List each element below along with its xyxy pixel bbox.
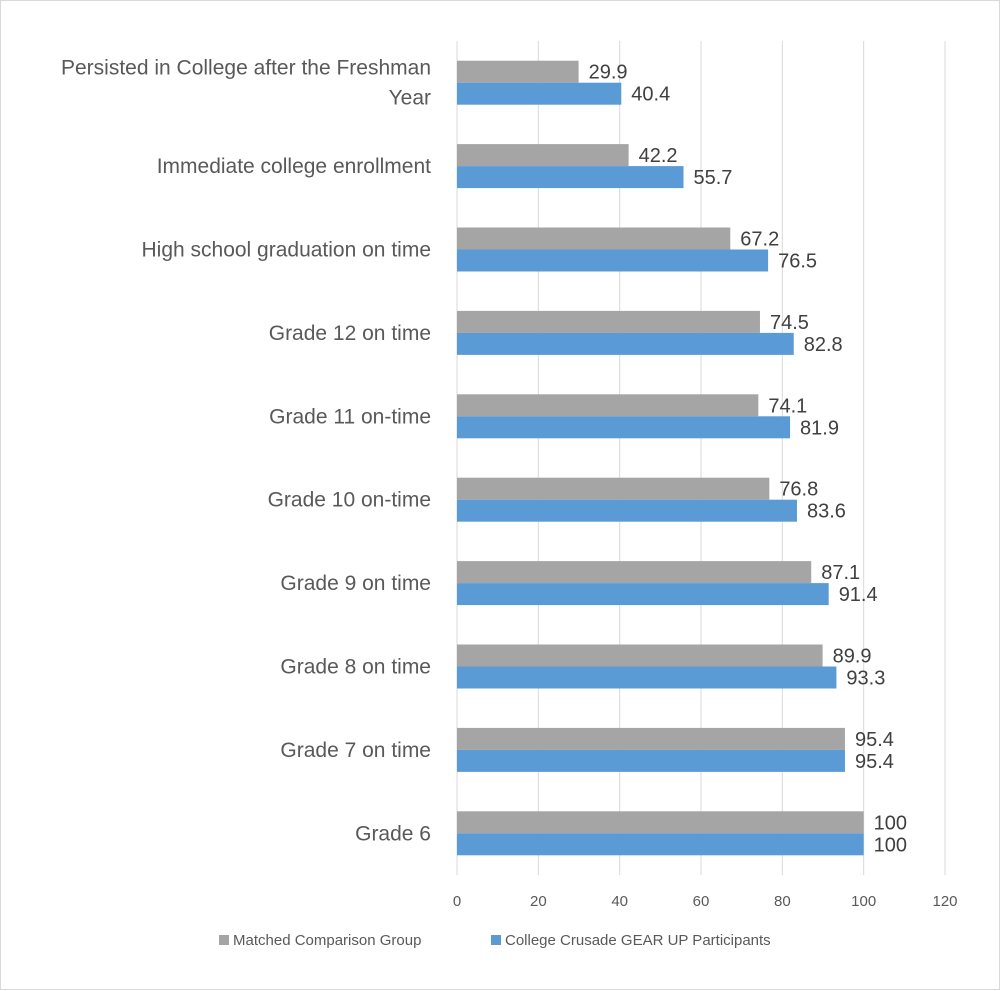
data-label: 29.9	[589, 62, 628, 84]
bar	[457, 166, 684, 189]
data-label: 100	[874, 812, 907, 834]
bar	[457, 561, 812, 584]
data-label: 95.4	[855, 729, 894, 751]
bar	[457, 833, 864, 856]
bar	[457, 82, 622, 105]
x-tick-label: 80	[774, 893, 791, 910]
x-tick-label: 60	[693, 893, 710, 910]
category-label-line: Grade 12 on time	[269, 322, 431, 345]
legend-swatch	[219, 935, 229, 945]
x-tick-label: 120	[932, 893, 957, 910]
category-label: Grade 7 on time	[280, 739, 431, 762]
category-label-line: Grade 6	[355, 822, 431, 845]
category-label: Grade 8 on time	[280, 656, 431, 679]
data-label: 42.2	[639, 145, 678, 167]
bar	[457, 310, 760, 333]
bar	[457, 416, 791, 439]
bar	[457, 144, 629, 167]
category-labels: Persisted in College after the Freshman Y…	[61, 57, 431, 846]
data-label: 83.6	[807, 501, 846, 523]
bar	[457, 60, 579, 83]
bar	[457, 644, 823, 667]
bar	[457, 227, 731, 250]
data-label: 67.2	[740, 229, 779, 251]
legend-label: College Crusade GEAR UP Participants	[505, 932, 771, 949]
legend-swatch	[491, 935, 501, 945]
bar	[457, 249, 769, 272]
bar	[457, 811, 864, 834]
data-label: 95.4	[855, 751, 894, 773]
data-label: 82.8	[804, 334, 843, 356]
bar	[457, 394, 759, 417]
x-axis-tick-labels: 0 20 40 60 80 100 120	[453, 893, 958, 910]
data-label: 87.1	[821, 562, 860, 584]
category-label-line: Grade 9 on time	[280, 572, 431, 595]
category-label: Grade 12 on time	[269, 322, 431, 345]
data-label: 55.7	[694, 167, 733, 189]
category-label-line: Immediate college enrollment	[157, 155, 431, 178]
category-label-line: Persisted in College after the Freshman	[61, 57, 431, 80]
legend-label: Matched Comparison Group	[233, 932, 421, 949]
bar	[457, 727, 845, 750]
x-tick-label: 20	[530, 893, 547, 910]
category-label: Grade 9 on time	[280, 572, 431, 595]
category-label-line: Grade 8 on time	[280, 656, 431, 679]
bar	[457, 666, 837, 689]
x-tick-label: 40	[611, 893, 628, 910]
category-label: Persisted in College after the Freshman Y…	[61, 57, 431, 110]
legend: Matched Comparison Group College Crusade …	[219, 932, 771, 949]
bar	[457, 477, 770, 500]
bar	[457, 332, 794, 355]
data-label: 89.9	[833, 646, 872, 668]
data-label: 76.8	[779, 479, 818, 501]
data-label: 40.4	[631, 84, 670, 106]
data-label: 93.3	[846, 668, 885, 690]
data-labels: 29.940.4 42.2 55.7 67.276.5 74.582.8 74.181.9…	[589, 62, 907, 857]
x-tick-label: 100	[851, 893, 876, 910]
data-label: 100	[874, 834, 907, 856]
bar	[457, 499, 797, 522]
category-label-line: Grade 11 on-time	[269, 405, 431, 428]
category-label-line: Grade 10 on-time	[268, 489, 431, 512]
data-label: 74.5	[770, 312, 809, 334]
data-label: 74.1	[768, 395, 807, 417]
category-label: High school graduation on time	[141, 239, 431, 262]
category-label: Grade 11 on-time	[269, 405, 431, 428]
category-label: Grade 10 on-time	[268, 489, 431, 512]
category-label-line: High school graduation on time	[141, 239, 431, 262]
bar	[457, 583, 829, 606]
bar	[457, 749, 845, 772]
category-label: Grade 6	[355, 822, 431, 845]
category-label-line: Grade 7 on time	[280, 739, 431, 762]
category-label: Immediate college enrollment	[157, 155, 431, 178]
bars	[457, 60, 864, 856]
data-label: 91.4	[839, 584, 878, 606]
x-tick-label: 0	[453, 893, 461, 910]
category-label-line: Year	[389, 87, 431, 110]
data-label: 81.9	[800, 417, 839, 439]
data-label: 76.5	[778, 251, 817, 273]
